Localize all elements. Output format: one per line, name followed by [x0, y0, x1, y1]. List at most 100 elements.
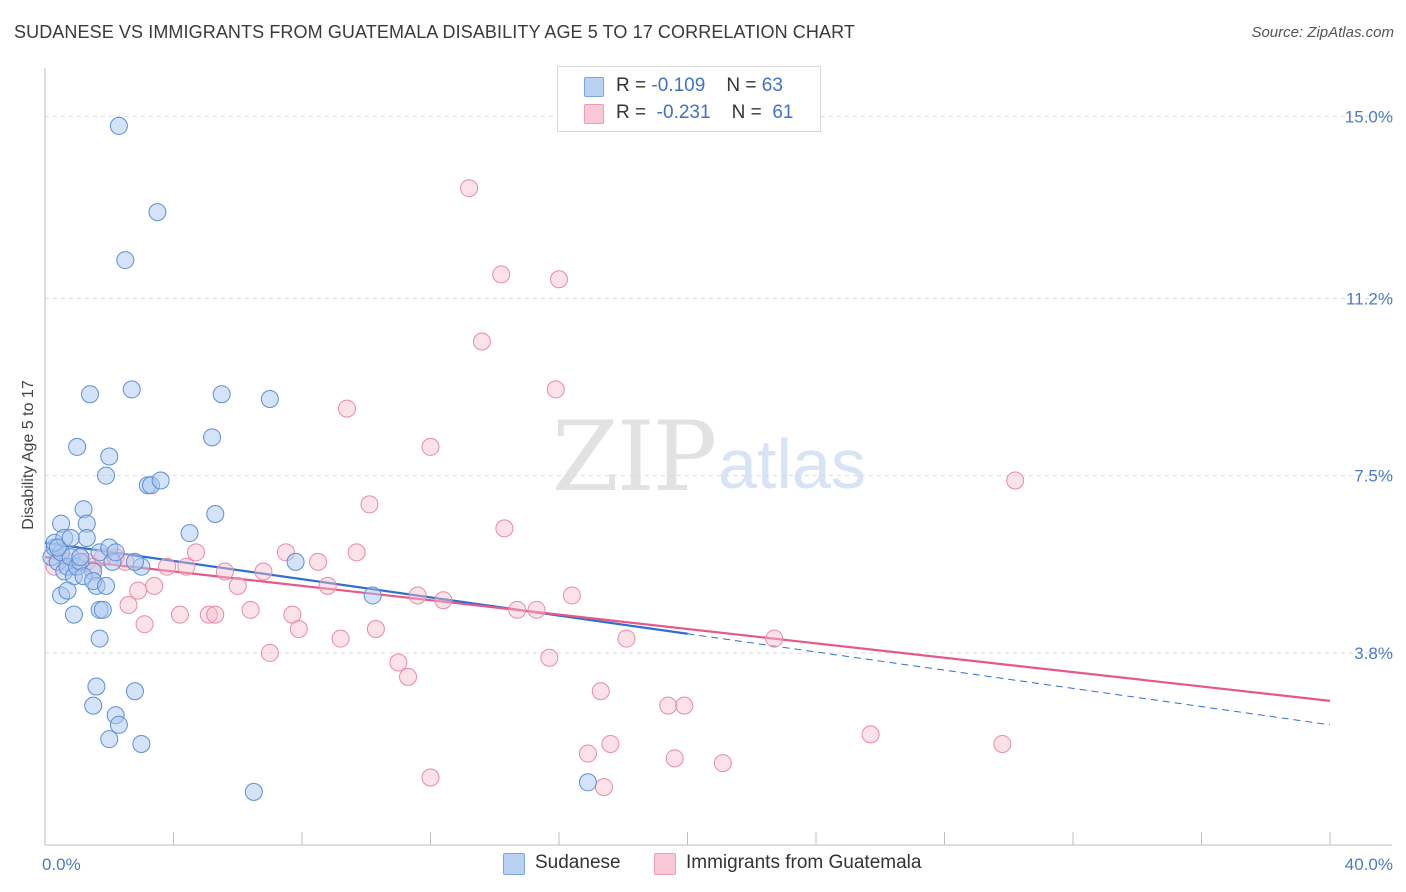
point-sudanese [116, 251, 135, 270]
point-guatemala [129, 581, 148, 600]
point-guatemala [366, 619, 385, 638]
point-guatemala [495, 519, 514, 538]
legend-swatch-guatemala [584, 104, 604, 124]
point-guatemala [158, 557, 177, 576]
point-guatemala [360, 495, 379, 514]
n-label: N = [726, 75, 757, 96]
source-label: Source: ZipAtlas.com [1251, 24, 1394, 41]
point-sudanese [151, 471, 170, 490]
point-sudanese [260, 390, 279, 409]
point-sudanese [64, 605, 83, 624]
point-sudanese [100, 447, 119, 466]
point-guatemala [659, 696, 678, 715]
x-tick-label-max: 40.0% [1345, 855, 1393, 874]
point-sudanese [77, 528, 96, 547]
point-sudanese [125, 552, 144, 571]
y-tick-label: 7.5% [1354, 467, 1393, 486]
point-sudanese [212, 385, 231, 404]
legend-swatch-sudanese [584, 77, 604, 97]
point-sudanese [97, 466, 116, 485]
point-sudanese [286, 552, 305, 571]
y-tick-label: 3.8% [1354, 644, 1393, 663]
point-guatemala [347, 543, 366, 562]
point-guatemala [186, 543, 205, 562]
trend-lines-guatemala [44, 556, 1331, 702]
point-sudanese [97, 576, 116, 595]
point-guatemala [421, 768, 440, 787]
point-guatemala [578, 744, 597, 763]
point-guatemala [309, 552, 328, 571]
watermark-atlas: atlas [718, 425, 866, 503]
point-sudanese [363, 586, 382, 605]
point-guatemala [550, 270, 568, 289]
point-guatemala [527, 600, 546, 619]
point-guatemala [665, 749, 684, 768]
point-guatemala [591, 682, 610, 701]
legend-text-guatemala: R = -0.231 N = 61 [616, 102, 793, 124]
r-label: R = [616, 75, 647, 96]
point-sudanese [125, 682, 144, 701]
point-sudanese [90, 629, 109, 648]
point-guatemala [318, 576, 337, 595]
point-guatemala [135, 615, 154, 634]
point-sudanese [106, 543, 125, 562]
point-guatemala [675, 696, 694, 715]
point-sudanese [84, 696, 103, 715]
n-value-guatemala: 61 [772, 102, 794, 123]
point-sudanese [80, 385, 99, 404]
point-sudanese [71, 548, 90, 567]
watermark: ZIP atlas [552, 401, 866, 513]
point-guatemala [199, 605, 218, 624]
point-sudanese [93, 600, 112, 619]
point-guatemala [119, 596, 138, 615]
point-guatemala [861, 725, 880, 744]
point-guatemala [206, 605, 225, 624]
point-guatemala [562, 586, 581, 605]
bottom-legend-label-guatemala: Immigrants from Guatemala [686, 852, 922, 873]
point-guatemala [617, 629, 636, 648]
point-guatemala [546, 380, 565, 399]
point-sudanese [203, 428, 222, 447]
point-guatemala [145, 576, 164, 595]
n-label: N = [731, 102, 762, 123]
point-guatemala [460, 179, 479, 198]
point-guatemala [434, 591, 453, 610]
point-sudanese [48, 538, 67, 557]
trend-line-sudanese [44, 541, 688, 635]
point-guatemala [765, 629, 784, 648]
point-guatemala [1006, 471, 1025, 490]
point-guatemala [260, 643, 279, 662]
point-guatemala [508, 600, 527, 619]
point-sudanese [109, 116, 128, 135]
point-sudanese [68, 437, 87, 456]
x-tick-label-min: 0.0% [42, 855, 81, 874]
point-guatemala [594, 778, 613, 797]
point-sudanese [100, 730, 119, 749]
point-guatemala [492, 265, 511, 284]
point-guatemala [241, 600, 260, 619]
y-tick-label: 15.0% [1345, 107, 1393, 126]
point-sudanese [122, 380, 141, 399]
trend-line-sudanese-extension [687, 633, 1331, 726]
correlation-legend: R = -0.109 N = 63 R = -0.231 N = 61 [557, 66, 821, 132]
watermark-zip: ZIP [552, 401, 715, 513]
point-guatemala [177, 557, 196, 576]
point-guatemala [408, 586, 427, 605]
legend-text-sudanese: R = -0.109 N = 63 [616, 75, 783, 97]
y-tick-label: 11.2% [1346, 289, 1393, 308]
points-guatemala [45, 179, 1025, 797]
point-sudanese [180, 524, 199, 543]
point-guatemala [540, 648, 559, 667]
point-guatemala [399, 667, 418, 686]
bottom-legend-swatch-guatemala [654, 853, 676, 875]
point-sudanese [61, 528, 80, 547]
y-axis-title: Disability Age 5 to 17 [20, 380, 37, 530]
chart-title: SUDANESE VS IMMIGRANTS FROM GUATEMALA DI… [14, 22, 855, 42]
point-guatemala [601, 734, 620, 753]
r-value-sudanese: -0.109 [651, 75, 706, 96]
point-guatemala [289, 619, 308, 638]
r-value-guatemala: -0.231 [656, 102, 711, 123]
point-guatemala [337, 399, 356, 418]
point-guatemala [170, 605, 189, 624]
